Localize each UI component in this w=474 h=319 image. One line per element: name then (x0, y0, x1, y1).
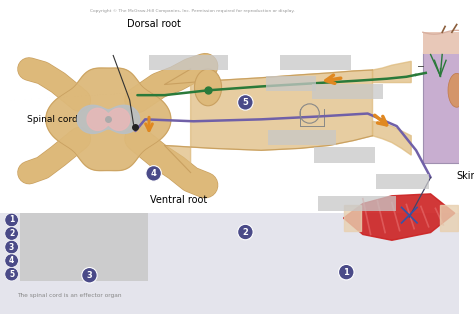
Circle shape (5, 227, 18, 240)
Text: Ventral root: Ventral root (150, 195, 208, 205)
Text: 1: 1 (343, 268, 349, 277)
Circle shape (237, 224, 253, 240)
Polygon shape (87, 108, 130, 130)
Text: 2: 2 (242, 227, 248, 236)
Text: Copyright © The McGraw-Hill Companies, Inc. Permission required for reproduction: Copyright © The McGraw-Hill Companies, I… (90, 9, 295, 13)
Bar (0, 213, 459, 314)
Text: 5: 5 (9, 270, 14, 279)
Text: 3: 3 (9, 242, 14, 252)
Circle shape (5, 254, 18, 267)
Polygon shape (164, 69, 373, 173)
FancyBboxPatch shape (313, 147, 375, 163)
Circle shape (338, 264, 354, 280)
FancyBboxPatch shape (20, 213, 148, 227)
Circle shape (5, 213, 18, 227)
Text: Skin: Skin (456, 171, 474, 181)
Bar (423, 52, 474, 163)
FancyBboxPatch shape (20, 267, 148, 281)
Polygon shape (344, 194, 455, 240)
FancyBboxPatch shape (319, 196, 396, 211)
FancyBboxPatch shape (266, 76, 317, 91)
FancyBboxPatch shape (20, 240, 148, 254)
Polygon shape (373, 121, 411, 155)
Circle shape (5, 267, 18, 281)
Ellipse shape (194, 69, 221, 106)
Bar (423, 32, 474, 54)
FancyBboxPatch shape (20, 254, 148, 267)
FancyBboxPatch shape (20, 227, 148, 240)
FancyBboxPatch shape (280, 55, 351, 70)
Circle shape (82, 268, 97, 283)
Polygon shape (77, 105, 140, 133)
Text: The spinal cord is an effector organ: The spinal cord is an effector organ (18, 293, 122, 298)
FancyBboxPatch shape (268, 130, 336, 145)
Text: Dorsal root: Dorsal root (127, 19, 181, 29)
Text: 2: 2 (9, 229, 14, 238)
FancyBboxPatch shape (311, 84, 383, 99)
Text: 4: 4 (151, 169, 156, 178)
Circle shape (5, 240, 18, 254)
Text: 5: 5 (242, 98, 248, 107)
FancyBboxPatch shape (376, 174, 428, 189)
Polygon shape (373, 61, 411, 83)
Polygon shape (440, 205, 458, 231)
Circle shape (237, 95, 253, 110)
Polygon shape (344, 205, 361, 231)
Text: 3: 3 (87, 271, 92, 280)
Ellipse shape (448, 73, 465, 107)
Text: 1: 1 (9, 215, 14, 225)
Text: 4: 4 (9, 256, 14, 265)
Text: Spinal cord: Spinal cord (27, 115, 78, 124)
Polygon shape (46, 68, 171, 171)
Circle shape (146, 166, 161, 181)
FancyBboxPatch shape (149, 55, 228, 70)
